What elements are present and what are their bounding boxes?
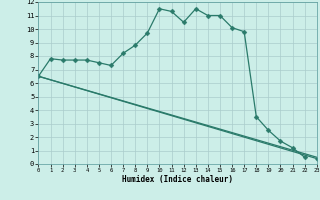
X-axis label: Humidex (Indice chaleur): Humidex (Indice chaleur): [122, 175, 233, 184]
